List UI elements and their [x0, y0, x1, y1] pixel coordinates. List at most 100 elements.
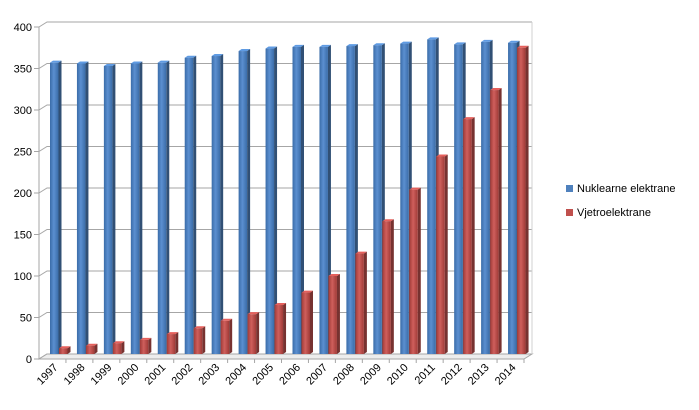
bar-top	[103, 63, 116, 66]
bar-top	[409, 187, 421, 190]
x-tick-label: 1998	[62, 362, 88, 388]
bar-side	[193, 55, 197, 354]
bar-top	[193, 326, 206, 329]
bar-front	[409, 189, 418, 354]
bar-nuclear-2004	[238, 49, 251, 355]
bar-wind-1997	[59, 346, 71, 354]
bar-top	[130, 61, 143, 64]
x-tick-label: 2009	[358, 362, 384, 388]
bar-side	[363, 251, 367, 354]
gridline	[38, 146, 532, 152]
x-tick-label: 2004	[223, 362, 249, 388]
gridline	[38, 270, 532, 277]
y-tick-label: 250	[14, 147, 32, 159]
bar-wind-2003	[220, 318, 233, 354]
bar-side	[336, 273, 340, 354]
bar-top	[184, 55, 197, 58]
bar-top	[382, 219, 394, 222]
bar-side	[175, 332, 179, 354]
bar-front	[490, 90, 499, 354]
y-tick-label: 200	[14, 188, 32, 200]
bar-top	[139, 337, 152, 340]
y-tick-label: 150	[14, 230, 32, 242]
bar-front	[382, 221, 391, 354]
bar-front	[319, 46, 328, 355]
bar-top	[157, 60, 170, 63]
bar-front	[103, 65, 113, 355]
bar-top	[59, 346, 71, 349]
bar-front	[220, 320, 230, 354]
y-tick-label: 50	[20, 313, 32, 325]
bar-wind-2012	[463, 117, 475, 354]
x-tick-label: 2008	[331, 362, 357, 388]
bar-top	[220, 318, 233, 321]
bar-top	[346, 44, 358, 47]
bar-front	[400, 43, 409, 355]
x-tick-label: 2012	[439, 362, 465, 388]
gridline	[38, 21, 532, 28]
bar-top	[373, 43, 385, 46]
bar-top	[112, 341, 125, 344]
bar-side	[498, 88, 502, 354]
floor	[37, 353, 534, 360]
bar-side	[274, 46, 278, 355]
bar-front	[463, 119, 472, 354]
bar-front	[436, 156, 445, 354]
legend-swatch	[566, 209, 573, 216]
bar-front	[139, 339, 149, 354]
bar-wind-1999	[112, 341, 125, 354]
bar-top	[463, 117, 475, 120]
bar-top	[400, 41, 412, 44]
x-tick-label: 2011	[413, 362, 438, 387]
bar-front	[247, 314, 257, 354]
bar-front	[112, 343, 122, 354]
x-tick-label: 2013	[466, 362, 492, 388]
bars	[50, 37, 529, 355]
bar-wind-2008	[355, 251, 367, 354]
bar-side	[390, 219, 394, 354]
gridline	[38, 187, 532, 194]
x-tick-label: 2005	[250, 362, 276, 388]
bar-top	[517, 45, 529, 48]
bar-front	[454, 44, 463, 354]
bar-front	[346, 46, 355, 354]
x-tick-label: 2014	[493, 362, 519, 388]
bar-top	[274, 303, 287, 306]
bar-wind-2000	[139, 337, 152, 354]
bar-front	[508, 42, 517, 354]
axes	[34, 22, 534, 363]
bar-front	[50, 62, 59, 355]
bar-side	[256, 312, 260, 354]
bar-top	[166, 332, 179, 335]
bar-side	[444, 154, 448, 354]
x-tick-label: 2001	[143, 362, 169, 388]
bar-side	[310, 290, 313, 354]
bar-top	[247, 312, 260, 315]
bar-side	[471, 117, 475, 354]
bar-front	[355, 253, 364, 354]
legend-item-wind: Vjetroelektrane	[566, 207, 651, 219]
bar-front	[292, 46, 301, 355]
y-tick-labels: 0 50 100 150 200 250 300 350 400	[14, 22, 32, 366]
bar-side	[166, 60, 170, 355]
bar-wind-2006	[301, 290, 313, 354]
bar-nuclear-2006	[292, 44, 304, 355]
bar-front	[238, 51, 248, 355]
bar-side	[139, 61, 143, 354]
bar-front	[85, 345, 95, 354]
bar-wind-2011	[436, 154, 448, 354]
bar-side	[229, 318, 233, 354]
y-tick-label: 350	[14, 64, 32, 76]
x-tick-label: 1997	[35, 362, 61, 388]
bar-side	[112, 63, 116, 355]
bar-top	[50, 60, 62, 63]
bar-front	[184, 57, 194, 354]
bar-top	[265, 46, 278, 49]
bar-top	[85, 343, 98, 346]
bar-front	[328, 275, 337, 354]
bar-top	[454, 42, 466, 45]
x-tick-label: 2006	[277, 362, 303, 388]
bar-front	[193, 328, 203, 354]
bar-nuclear-2005	[265, 46, 278, 355]
